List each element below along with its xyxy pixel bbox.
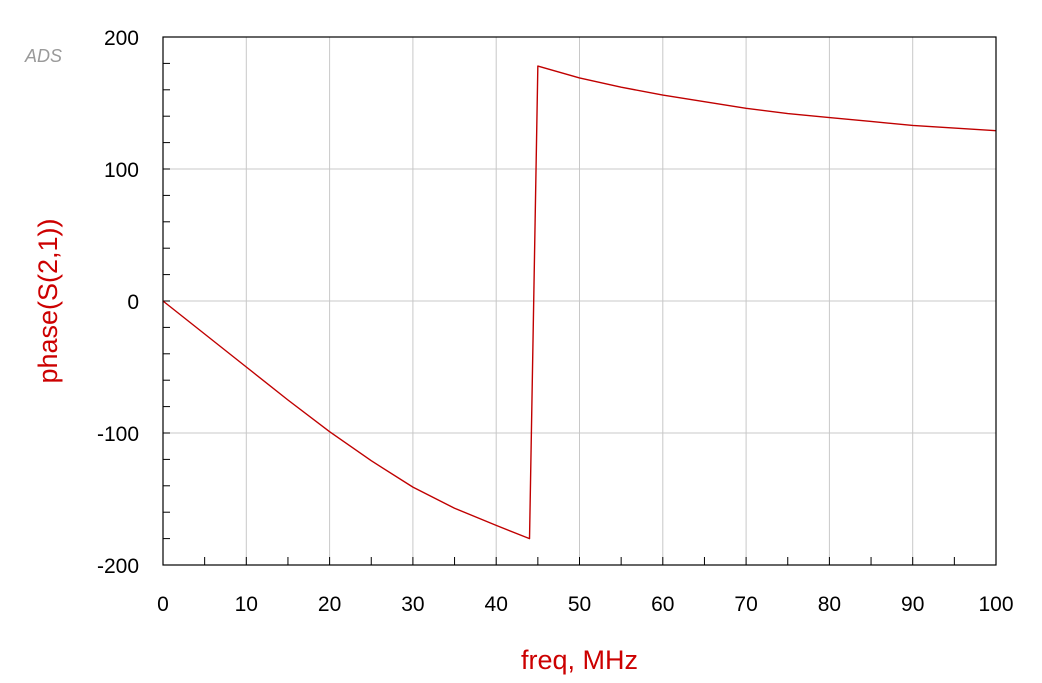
y-tick-label: 100 — [104, 159, 139, 182]
x-tick-label: 40 — [485, 593, 508, 616]
series-layer — [162, 65, 997, 540]
x-tick-label: 80 — [818, 593, 841, 616]
x-tick-label: 70 — [734, 593, 757, 616]
x-tick-label: 100 — [978, 593, 1013, 616]
x-tick-labels: 0 10 20 30 40 50 60 70 80 90 100 — [157, 593, 1013, 616]
x-tick-label: 10 — [235, 593, 258, 616]
grid — [162, 36, 997, 566]
y-tick-label: 0 — [127, 291, 139, 314]
y-tick-label: -200 — [97, 555, 139, 578]
phase-series-line — [162, 65, 997, 540]
x-tick-label: 90 — [901, 593, 924, 616]
ads-watermark: ADS — [24, 46, 62, 66]
x-tick-label: 30 — [401, 593, 424, 616]
y-tick-label: -100 — [97, 423, 139, 446]
x-tick-label: 60 — [651, 593, 674, 616]
x-tick-label: 0 — [157, 593, 169, 616]
y-tick-labels: -200 -100 0 100 200 — [97, 27, 139, 578]
plot-frame — [162, 36, 997, 566]
x-tick-label: 20 — [318, 593, 341, 616]
y-tick-label: 200 — [104, 27, 139, 50]
x-tick-label: 50 — [568, 593, 591, 616]
y-axis-title: phase(S(2,1)) — [33, 218, 63, 383]
x-axis-title: freq, MHz — [521, 645, 638, 675]
